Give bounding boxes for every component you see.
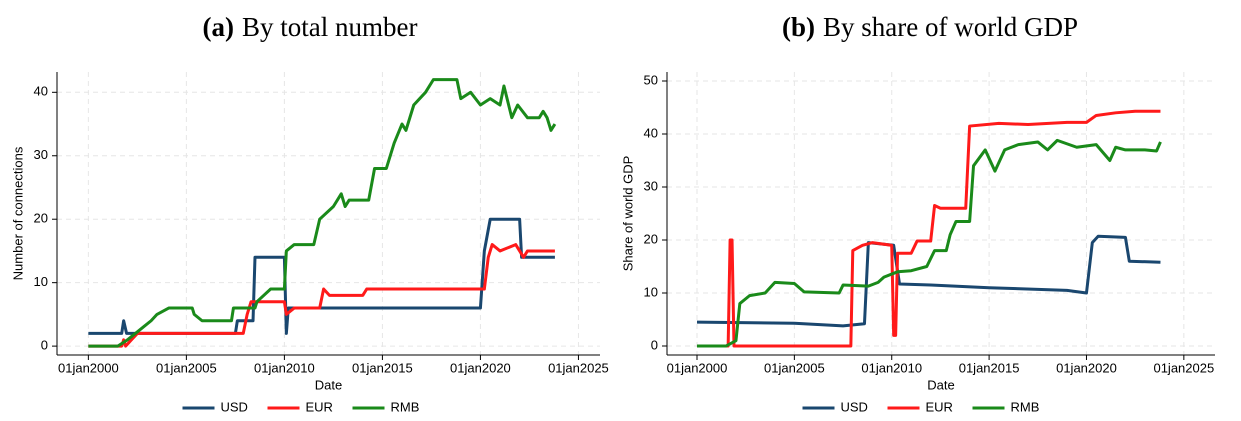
y-tick-label: 10 <box>644 284 658 299</box>
x-tick-label: 01jan2010 <box>254 360 315 375</box>
y-tick-label: 50 <box>644 72 658 87</box>
series-line <box>696 138 1162 348</box>
y-tick-label: 40 <box>644 125 658 140</box>
y-tick-label: 20 <box>644 231 658 246</box>
y-tick-label: 20 <box>34 211 48 226</box>
series-line <box>696 234 1161 328</box>
legend-label: USD <box>841 399 868 414</box>
y-tick-label: 10 <box>34 274 48 289</box>
series-line <box>88 78 557 348</box>
y-tick-label: 30 <box>34 147 48 162</box>
series-line <box>88 243 555 348</box>
y-tick-label: 30 <box>644 178 658 193</box>
x-tick-label: 01jan2015 <box>352 360 413 375</box>
title-text: By total number <box>242 12 417 42</box>
panel-label: (a) <box>203 12 234 42</box>
chart-title: (b) By share of world GDP <box>782 12 1078 42</box>
y-axis-title: Share of world GDP <box>620 156 635 272</box>
x-tick-label: 01jan2020 <box>450 360 511 375</box>
x-tick-label: 01jan2005 <box>764 360 825 375</box>
panel-label: (b) <box>782 12 815 42</box>
y-tick-label: 40 <box>34 84 48 99</box>
title-text: By share of world GDP <box>823 12 1078 42</box>
series-line <box>696 109 1161 348</box>
x-tick-label: 01jan2015 <box>959 360 1020 375</box>
x-axis-title: Date <box>315 377 342 392</box>
y-tick-label: 0 <box>41 338 48 353</box>
legend-label: EUR <box>926 399 953 414</box>
legend-label: EUR <box>306 399 333 414</box>
x-tick-label: 01jan2020 <box>1056 360 1117 375</box>
y-axis-title: Number of connections <box>10 146 25 280</box>
x-tick-label: 01jan2000 <box>667 360 728 375</box>
legend-label: USD <box>221 399 248 414</box>
series-line <box>88 217 555 335</box>
x-axis-title: Date <box>927 377 954 392</box>
x-tick-label: 01jan2025 <box>1153 360 1214 375</box>
x-tick-label: 01jan2025 <box>548 360 609 375</box>
y-tick-label: 0 <box>651 337 658 352</box>
x-tick-label: 01jan2010 <box>861 360 922 375</box>
x-tick-label: 01jan2005 <box>156 360 217 375</box>
legend-label: RMB <box>1011 399 1040 414</box>
legend-label: RMB <box>391 399 420 414</box>
chart-title: (a) By total number <box>203 12 418 42</box>
x-tick-label: 01jan2000 <box>58 360 119 375</box>
